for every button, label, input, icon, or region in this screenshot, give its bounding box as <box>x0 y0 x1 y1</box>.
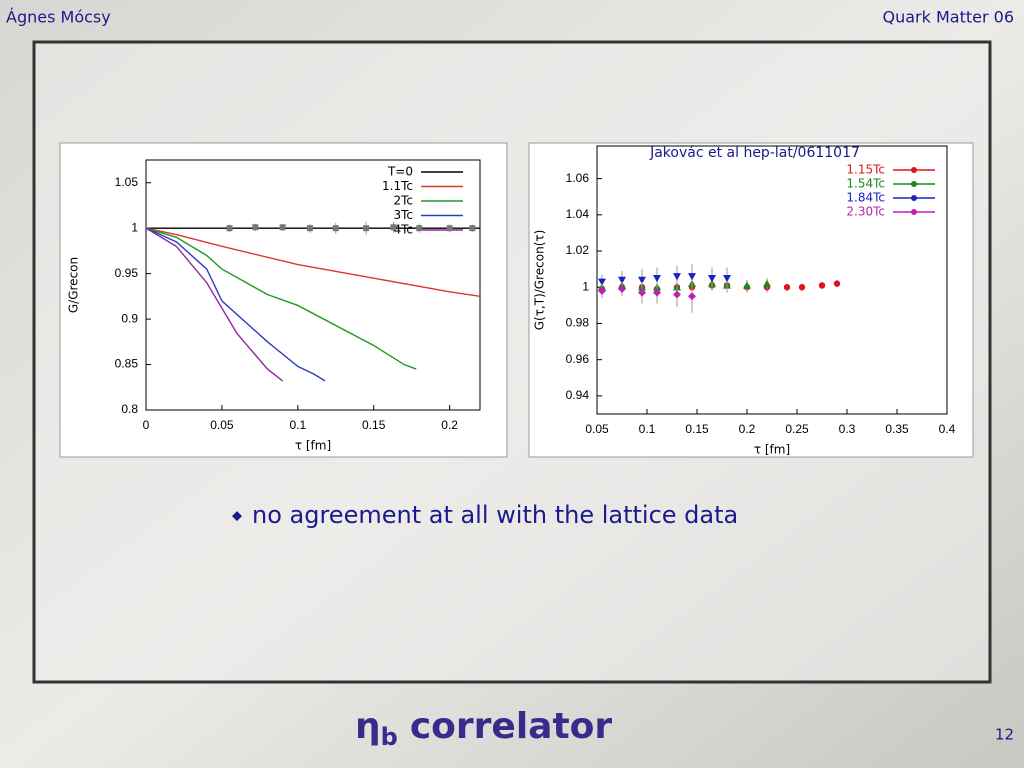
x-tick-label: 0.2 <box>739 422 756 436</box>
line <box>145 227 284 382</box>
point <box>618 285 626 294</box>
plot-area <box>596 145 948 415</box>
point <box>653 288 661 297</box>
legend-marker <box>911 195 917 201</box>
charts: 0 0.05 0.1 0.15 0.2 0.8 0.85 0.9 0.95 1 1.05 τ [fm]… <box>67 145 956 457</box>
x-tick-label: 0.1 <box>639 422 656 436</box>
line <box>145 227 326 382</box>
legend-label: 4Tc <box>393 223 413 237</box>
legend-label: 1.15Tc <box>846 163 885 177</box>
point <box>743 281 751 289</box>
x-tick-label: 0.05 <box>210 418 234 432</box>
point <box>416 225 423 232</box>
point <box>446 225 453 232</box>
point <box>390 224 397 231</box>
y-tick-label: 1 <box>131 220 138 234</box>
point <box>638 288 646 297</box>
y-tick-label: 0.9 <box>121 311 138 325</box>
y-axis-label: G(τ,T)/Grecon(τ) <box>533 230 547 331</box>
y-tick-label: 1.05 <box>115 175 139 189</box>
x-tick-label: 0.25 <box>785 422 809 436</box>
legend-label: 1.1Tc <box>382 179 413 193</box>
legend-label: 2Tc <box>393 194 413 208</box>
point <box>638 276 646 284</box>
plot-area <box>145 159 481 411</box>
x-tick-label: 0.2 <box>441 418 458 432</box>
point <box>363 225 370 232</box>
legend-marker <box>911 209 917 215</box>
conference: Quark Matter 06 <box>883 8 1015 27</box>
point <box>618 276 626 284</box>
point <box>226 225 233 232</box>
point <box>818 282 826 289</box>
x-tick-label: 0.3 <box>839 422 856 436</box>
y-tick-label: 1.02 <box>566 243 590 257</box>
legend-label: 1.84Tc <box>846 191 885 205</box>
y-tick-label: 0.95 <box>115 266 139 280</box>
bullet-mark: ◆ <box>232 509 242 524</box>
legend-label: T=0 <box>387 165 413 179</box>
y-tick-label: 0.94 <box>566 388 590 402</box>
point <box>279 224 286 231</box>
page-number: 12 <box>995 726 1014 744</box>
bullet-text: no agreement at all with the lattice dat… <box>252 501 738 529</box>
chart-title: Jakovác et al hep-lat/0611017 <box>649 145 860 161</box>
point <box>783 284 791 291</box>
y-tick-label: 0.98 <box>566 316 590 330</box>
y-tick-label: 0.8 <box>121 402 138 416</box>
y-tick-label: 0.96 <box>566 352 590 366</box>
point <box>798 284 806 291</box>
point <box>598 278 606 286</box>
point <box>673 273 681 281</box>
legend-marker <box>911 181 917 187</box>
y-tick-label: 1.04 <box>566 207 590 221</box>
point <box>673 290 681 299</box>
chart-panel <box>528 142 974 458</box>
point <box>688 292 696 301</box>
y-axis-label: G/Grecon <box>67 257 81 313</box>
title-sub: b <box>381 723 398 751</box>
x-axis-label: τ [fm] <box>754 443 790 457</box>
legend-marker <box>911 167 917 173</box>
point <box>332 225 339 232</box>
y-tick-label: 1 <box>582 279 589 293</box>
point <box>763 279 771 287</box>
line <box>145 227 481 298</box>
point <box>833 280 841 287</box>
x-tick-label: 0.15 <box>685 422 709 436</box>
x-tick-label: 0.35 <box>885 422 909 436</box>
y-tick-label: 0.85 <box>115 357 139 371</box>
point <box>306 225 313 232</box>
x-tick-label: 0 <box>143 418 150 432</box>
point <box>708 274 716 283</box>
line <box>145 227 417 370</box>
point <box>598 286 606 295</box>
x-tick-label: 0.1 <box>289 418 306 432</box>
point <box>688 273 696 281</box>
x-tick-label: 0.05 <box>585 422 609 436</box>
title-text: correlator <box>410 706 613 747</box>
x-tick-label: 0.15 <box>362 418 386 432</box>
slide-title: ηb correlator <box>355 706 612 751</box>
point <box>252 224 259 231</box>
legend-label: 3Tc <box>393 208 413 222</box>
x-tick-label: 0.4 <box>939 422 956 436</box>
point <box>723 274 731 283</box>
legend-label: 2.30Tc <box>846 205 885 219</box>
point <box>653 274 661 283</box>
legend-label: 1.54Tc <box>846 177 885 191</box>
author: Ágnes Mócsy <box>6 8 111 27</box>
x-axis-label: τ [fm] <box>295 439 331 453</box>
y-tick-label: 1.06 <box>566 171 590 185</box>
point <box>469 225 476 232</box>
title-symbol: η <box>355 706 381 747</box>
